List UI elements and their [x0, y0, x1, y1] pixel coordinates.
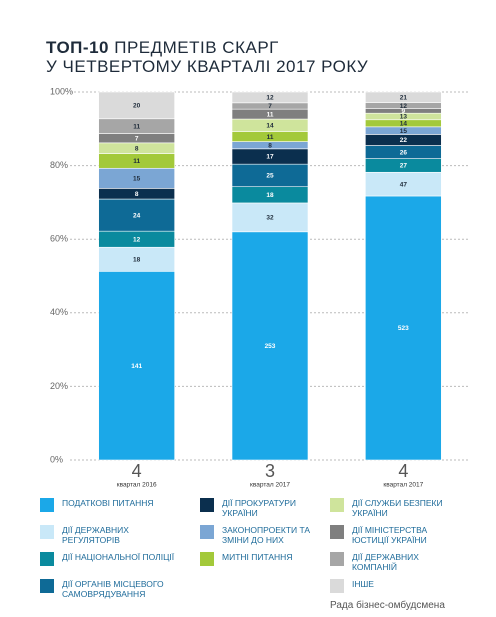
data-label: 27	[400, 163, 408, 170]
bar-segment	[231, 231, 309, 461]
legend-swatch	[40, 525, 54, 539]
data-label: 14	[266, 123, 274, 130]
chart: 0%20%40%60%80%100%141181224815118711204к…	[50, 86, 470, 489]
bar-segment	[231, 91, 309, 104]
legend-item: ДІЇ НАЦІОНАЛЬНОЇ ПОЛІЦІЇ	[40, 552, 182, 566]
legend-item: ДІЇ ПРОКУРАТУРИ УКРАЇНИ	[200, 498, 332, 518]
y-tick-label: 20%	[50, 381, 68, 391]
y-tick-label: 100%	[50, 86, 73, 96]
legend-swatch	[330, 579, 344, 593]
legend-item: ПОДАТКОВІ ПИТАННЯ	[40, 498, 182, 512]
legend-label: ІНШЕ	[352, 579, 374, 589]
data-label: 11	[267, 134, 274, 141]
legend-item: ДІЇ СЛУЖБИ БЕЗПЕКИ УКРАЇНИ	[330, 498, 462, 518]
legend-swatch	[330, 498, 344, 512]
title-bold: ТОП-10	[46, 38, 109, 57]
bar-segment	[365, 195, 442, 461]
legend-label: ДІЇ ДЕРЖАВНИХ КОМПАНІЙ	[352, 552, 419, 572]
legend-label: ДІЇ НАЦІОНАЛЬНОЇ ПОЛІЦІЇ	[62, 552, 175, 562]
legend-label: ДІЇ МІНІСТЕРСТВА ЮСТИЦІЇ УКРАЇНИ	[352, 525, 428, 545]
x-tick-sublabel: квартал 2017	[383, 482, 423, 489]
data-label: 17	[266, 154, 274, 161]
data-label: 523	[398, 325, 409, 332]
title-line2: У ЧЕТВЕРТОМУ КВАРТАЛІ 2017 РОКУ	[46, 57, 369, 76]
legend-item: ДІЇ ОРГАНІВ МІСЦЕВОГО САМОВРЯДУВАННЯ	[40, 579, 182, 599]
data-label: 8	[268, 142, 272, 149]
legend-item: МИТНІ ПИТАННЯ	[200, 552, 332, 566]
data-label: 32	[266, 215, 274, 222]
data-label: 9	[402, 108, 406, 115]
legend-item: ДІЇ МІНІСТЕРСТВА ЮСТИЦІЇ УКРАЇНИ	[330, 525, 462, 545]
legend-swatch	[40, 498, 54, 512]
x-tick-sublabel: квартал 2016	[117, 482, 157, 489]
data-label: 11	[133, 158, 140, 165]
data-label: 13	[400, 114, 408, 121]
x-tick-label: 4	[398, 461, 408, 481]
legend-label: ПОДАТКОВІ ПИТАННЯ	[62, 498, 154, 508]
bar-segment	[98, 91, 175, 120]
y-tick-label: 80%	[50, 160, 68, 170]
data-label: 20	[133, 103, 141, 110]
data-label: 15	[400, 128, 408, 135]
legend-label: ДІЇ ДЕРЖАВНИХ РЕГУЛЯТОРІВ	[62, 525, 129, 545]
data-label: 18	[266, 192, 274, 199]
bar-segment	[98, 271, 175, 461]
data-label: 8	[135, 145, 139, 152]
data-label: 14	[400, 121, 408, 128]
data-label: 25	[266, 173, 274, 180]
legend-item: ДІЇ ДЕРЖАВНИХ КОМПАНІЙ	[330, 552, 462, 572]
data-label: 12	[400, 103, 408, 110]
title-rest: ПРЕДМЕТІВ СКАРГ	[114, 38, 279, 57]
data-label: 11	[267, 111, 274, 118]
data-label: 18	[133, 256, 141, 263]
y-tick-label: 60%	[50, 234, 68, 244]
legend-swatch	[330, 525, 344, 539]
bar-segment	[365, 91, 442, 103]
data-label: 47	[400, 181, 408, 188]
source: Рада бізнес-омбудсмена	[330, 600, 445, 611]
bar-segment	[98, 246, 175, 272]
legend-swatch	[200, 525, 214, 539]
legend-label: МИТНІ ПИТАННЯ	[222, 552, 293, 562]
x-tick-label: 4	[132, 461, 142, 481]
data-label: 7	[268, 103, 272, 110]
y-tick-label: 0%	[50, 454, 63, 464]
data-label: 12	[133, 236, 141, 243]
legend-swatch	[330, 552, 344, 566]
x-tick-label: 3	[265, 461, 275, 481]
data-label: 22	[400, 137, 408, 144]
data-label: 8	[135, 191, 139, 198]
data-label: 141	[131, 363, 142, 370]
data-label: 11	[133, 123, 140, 130]
x-tick-sublabel: квартал 2017	[250, 482, 290, 489]
data-label: 7	[135, 135, 139, 142]
data-label: 12	[266, 95, 274, 102]
legend-label: ДІЇ СЛУЖБИ БЕЗПЕКИ УКРАЇНИ	[352, 498, 443, 518]
data-label: 253	[265, 343, 276, 350]
legend-label: ДІЇ ПРОКУРАТУРИ УКРАЇНИ	[222, 498, 296, 518]
legend-swatch	[40, 552, 54, 566]
legend-item: ДІЇ ДЕРЖАВНИХ РЕГУЛЯТОРІВ	[40, 525, 182, 545]
legend-swatch	[200, 552, 214, 566]
legend-item: ІНШЕ	[330, 579, 462, 593]
data-label: 21	[400, 95, 408, 102]
data-label: 26	[400, 149, 408, 156]
bar-segment	[231, 202, 309, 233]
chart-title: ТОП-10 ПРЕДМЕТІВ СКАРГ У ЧЕТВЕРТОМУ КВАР…	[46, 38, 368, 76]
legend-item: ЗАКОНОПРОЕКТИ ТА ЗМІНИ ДО НИХ	[200, 525, 332, 545]
legend-label: ЗАКОНОПРОЕКТИ ТА ЗМІНИ ДО НИХ	[222, 525, 311, 545]
y-tick-label: 40%	[50, 307, 68, 317]
data-label: 24	[133, 212, 141, 219]
data-label: 15	[133, 176, 141, 183]
legend-swatch	[200, 498, 214, 512]
legend-swatch	[40, 579, 54, 593]
legend-label: ДІЇ ОРГАНІВ МІСЦЕВОГО САМОВРЯДУВАННЯ	[62, 579, 164, 599]
